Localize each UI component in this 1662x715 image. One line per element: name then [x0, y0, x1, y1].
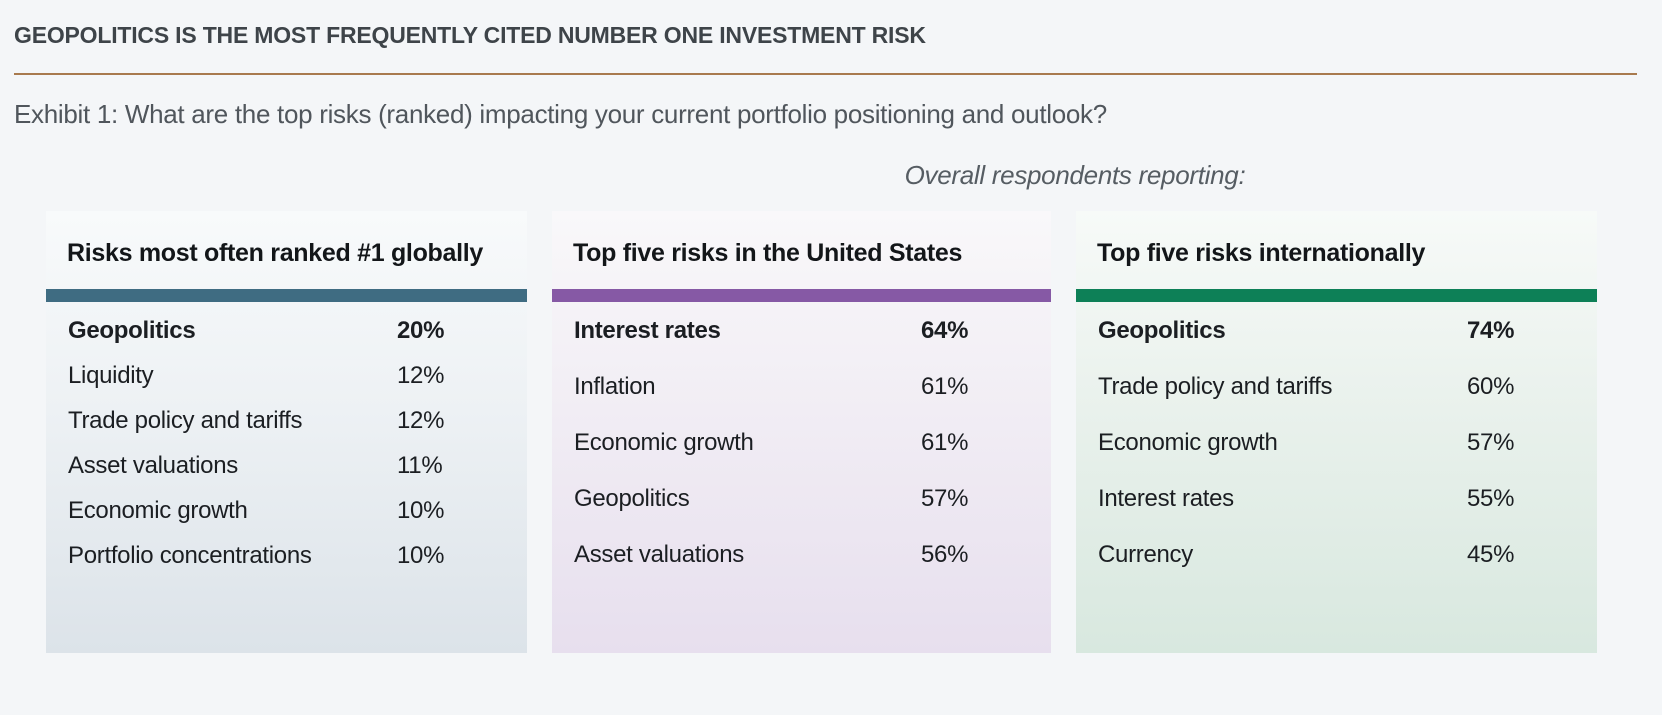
- risk-row: Economic growth 10%: [68, 496, 481, 541]
- risk-row: Interest rates 55%: [1098, 484, 1551, 540]
- risk-value: 57%: [1467, 429, 1515, 456]
- risk-row: Asset valuations 11%: [68, 451, 481, 496]
- risk-value: 57%: [921, 485, 969, 512]
- risk-label: Asset valuations: [574, 541, 744, 568]
- panel-top-risks-united-states: Top five risks in the United States Inte…: [552, 211, 1051, 653]
- risk-list: Geopolitics 74% Trade policy and tariffs…: [1076, 302, 1597, 596]
- panel-heading: Top five risks in the United States: [573, 239, 963, 267]
- risk-row: Geopolitics 57%: [574, 484, 1005, 540]
- risk-label: Liquidity: [68, 362, 154, 389]
- risk-label: Trade policy and tariffs: [68, 407, 303, 434]
- risk-row: Asset valuations 56%: [574, 540, 1005, 596]
- risk-value: 74%: [1467, 317, 1515, 344]
- risk-label: Interest rates: [1098, 485, 1234, 512]
- risk-value: 61%: [921, 429, 969, 456]
- risk-row: Geopolitics 74%: [1098, 316, 1551, 372]
- risk-value: 12%: [397, 362, 445, 389]
- risk-value: 60%: [1467, 373, 1515, 400]
- risk-value: 56%: [921, 541, 969, 568]
- risk-label: Interest rates: [574, 317, 721, 344]
- risk-row: Inflation 61%: [574, 372, 1005, 428]
- panel-ranked-first-globally: Risks most often ranked #1 globally Geop…: [46, 211, 527, 653]
- risk-value: 12%: [397, 407, 445, 434]
- risk-label: Economic growth: [68, 497, 248, 524]
- page-title: GEOPOLITICS IS THE MOST FREQUENTLY CITED…: [14, 22, 926, 48]
- accent-bar-green: [1076, 289, 1597, 302]
- panel-heading: Risks most often ranked #1 globally: [67, 239, 484, 267]
- risk-value: 55%: [1467, 485, 1515, 512]
- risk-row: Economic growth 61%: [574, 428, 1005, 484]
- risk-row: Interest rates 64%: [574, 316, 1005, 372]
- risk-row: Trade policy and tariffs 12%: [68, 406, 481, 451]
- risk-label: Economic growth: [1098, 429, 1278, 456]
- panel-heading: Top five risks internationally: [1097, 239, 1426, 267]
- risk-list: Interest rates 64% Inflation 61% Economi…: [552, 302, 1051, 596]
- risk-row: Portfolio concentrations 10%: [68, 541, 481, 586]
- risk-label: Portfolio concentrations: [68, 542, 312, 569]
- risk-value: 64%: [921, 317, 969, 344]
- risk-label: Economic growth: [574, 429, 754, 456]
- risk-value: 10%: [397, 497, 445, 524]
- risk-label: Asset valuations: [68, 452, 238, 479]
- accent-bar-teal: [46, 289, 527, 302]
- risk-label: Geopolitics: [574, 485, 690, 512]
- risk-label: Inflation: [574, 373, 656, 400]
- risk-value: 45%: [1467, 541, 1515, 568]
- risk-label: Geopolitics: [1098, 317, 1226, 344]
- risk-row: Economic growth 57%: [1098, 428, 1551, 484]
- panels-row: Risks most often ranked #1 globally Geop…: [46, 211, 1662, 653]
- risk-row: Currency 45%: [1098, 540, 1551, 596]
- risk-value: 20%: [397, 317, 445, 344]
- risk-label: Trade policy and tariffs: [1098, 373, 1333, 400]
- risk-value: 61%: [921, 373, 969, 400]
- risk-label: Geopolitics: [68, 317, 196, 344]
- risk-value: 11%: [397, 452, 443, 479]
- respondents-note: Overall respondents reporting:: [904, 160, 1246, 190]
- panel-top-risks-internationally: Top five risks internationally Geopoliti…: [1076, 211, 1597, 653]
- risk-row: Liquidity 12%: [68, 361, 481, 406]
- risk-row: Geopolitics 20%: [68, 316, 481, 361]
- exhibit-caption: Exhibit 1: What are the top risks (ranke…: [14, 99, 1107, 129]
- risk-row: Trade policy and tariffs 60%: [1098, 372, 1551, 428]
- risk-value: 10%: [397, 542, 445, 569]
- accent-bar-purple: [552, 289, 1051, 302]
- risk-list: Geopolitics 20% Liquidity 12% Trade poli…: [46, 302, 527, 586]
- title-divider: [14, 73, 1637, 75]
- risk-label: Currency: [1098, 541, 1193, 568]
